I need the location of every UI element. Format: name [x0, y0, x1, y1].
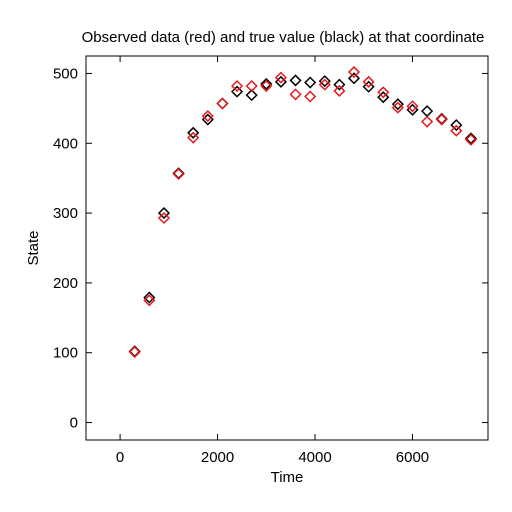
series-0-point-20: [421, 105, 434, 118]
series-1-point-18: [391, 101, 404, 114]
series-0-point-12: [304, 76, 317, 89]
x-axis-label: Time: [271, 469, 304, 486]
series-0-point-14: [333, 78, 346, 91]
series-1-point-7: [230, 79, 244, 93]
series-1: [128, 65, 478, 359]
y-axis-label: State: [25, 230, 42, 265]
series-1-point-16: [362, 75, 375, 88]
y-tick-label-3: 300: [53, 205, 78, 222]
series-1-point-22: [450, 124, 463, 137]
series-0-point-18: [391, 98, 404, 111]
series-1-point-1: [143, 294, 156, 307]
series-0-point-7: [230, 85, 244, 98]
series-0-point-23: [464, 132, 478, 145]
series-0-point-19: [406, 103, 419, 116]
y-tick-label-0: 0: [70, 415, 78, 432]
series-1-point-0: [128, 345, 141, 359]
series-layer: [128, 65, 478, 359]
series-1-point-4: [187, 131, 200, 144]
series-1-point-12: [304, 90, 317, 103]
series-0-point-6: [216, 97, 229, 110]
series-1-point-2: [157, 211, 171, 225]
series-1-point-8: [245, 79, 258, 93]
axis-ticks: 0 2000 4000 6000 0 100 200 300 400 500: [53, 56, 488, 466]
series-0-point-9: [260, 77, 273, 90]
series-0-point-4: [187, 126, 200, 139]
x-tick-label-3: 6000: [396, 449, 429, 466]
series-1-point-11: [289, 88, 302, 101]
series-1-point-9: [260, 79, 273, 93]
y-tick-label-5: 500: [53, 65, 78, 82]
series-1-point-23: [464, 133, 478, 146]
series-1-point-6: [216, 97, 229, 110]
series-0-point-5: [201, 113, 214, 126]
series-0-point-22: [450, 119, 463, 132]
y-tick-label-2: 200: [53, 275, 78, 292]
series-1-point-3: [172, 167, 185, 181]
series-1-point-13: [318, 78, 331, 91]
series-1-point-19: [406, 100, 419, 113]
series-1-point-14: [333, 84, 346, 97]
series-1-point-21: [435, 113, 448, 126]
series-0-point-15: [347, 72, 361, 85]
y-tick-label-1: 100: [53, 345, 78, 362]
series-1-point-5: [201, 109, 214, 123]
x-tick-label-2: 4000: [298, 449, 331, 466]
series-0-point-17: [377, 91, 390, 104]
series-0: [128, 72, 478, 358]
series-1-point-20: [421, 115, 434, 128]
plot-frame: [85, 55, 489, 441]
series-0-point-8: [245, 89, 258, 102]
series-1-point-17: [377, 86, 390, 99]
chart-title: Observed data (red) and true value (blac…: [82, 29, 485, 46]
y-tick-label-4: 400: [53, 135, 78, 152]
series-1-point-15: [347, 65, 361, 79]
series-0-point-2: [157, 207, 171, 220]
x-tick-label-1: 2000: [201, 449, 234, 466]
series-0-point-16: [362, 80, 375, 93]
series-0-point-1: [143, 291, 156, 304]
x-tick-label-0: 0: [116, 449, 124, 466]
series-1-point-10: [274, 71, 287, 84]
series-0-point-11: [289, 74, 302, 87]
series-0-point-13: [318, 75, 331, 88]
